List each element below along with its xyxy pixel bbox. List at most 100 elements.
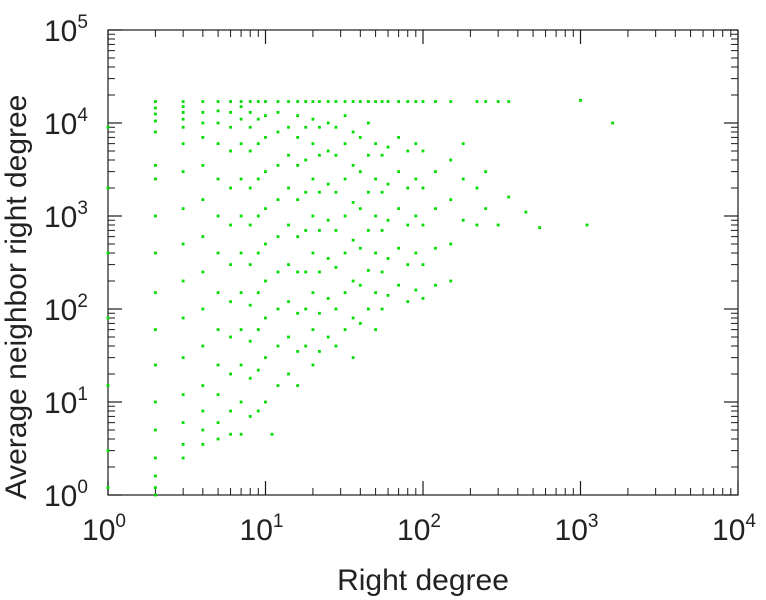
data-point — [358, 207, 362, 211]
data-point — [154, 251, 157, 255]
data-points — [106, 99, 615, 497]
data-point — [421, 100, 425, 103]
data-point — [397, 246, 400, 250]
data-point — [201, 111, 205, 114]
data-point — [106, 125, 110, 129]
data-point — [484, 170, 488, 174]
data-point — [311, 117, 315, 121]
y-tick-exponent: 3 — [77, 198, 88, 219]
data-point — [216, 421, 220, 425]
data-point — [106, 186, 110, 190]
data-point — [296, 100, 300, 103]
data-point — [216, 393, 220, 397]
data-point — [334, 344, 338, 348]
data-point — [475, 223, 479, 227]
data-point — [229, 263, 232, 267]
data-point — [434, 246, 437, 250]
data-point — [256, 117, 260, 121]
data-point — [239, 363, 243, 367]
data-point — [106, 251, 110, 255]
data-point — [239, 177, 243, 181]
data-point — [216, 251, 220, 255]
x-tick-exponent: 2 — [430, 511, 441, 532]
data-point — [216, 214, 220, 218]
data-point — [475, 100, 479, 103]
data-point — [154, 400, 157, 404]
data-point — [334, 307, 338, 311]
data-point — [239, 105, 243, 109]
data-point — [304, 270, 308, 274]
data-point — [351, 316, 355, 320]
data-point — [414, 288, 418, 292]
data-point — [154, 130, 157, 134]
y-tick-label: 102 — [44, 291, 88, 327]
data-point — [229, 125, 232, 129]
data-point — [287, 300, 290, 304]
data-point — [334, 100, 338, 103]
data-point — [181, 316, 185, 320]
data-point — [358, 322, 362, 325]
data-point — [201, 235, 205, 239]
data-point — [434, 170, 437, 174]
data-point — [343, 100, 347, 103]
data-point — [524, 210, 528, 214]
data-point — [239, 328, 243, 332]
data-point — [201, 344, 205, 348]
data-point — [406, 149, 410, 153]
data-point — [358, 170, 362, 174]
data-point — [380, 100, 384, 103]
data-point — [326, 100, 330, 103]
data-point — [304, 344, 308, 348]
data-point — [386, 257, 390, 260]
data-point — [406, 223, 410, 227]
data-point — [304, 125, 308, 129]
data-point — [229, 223, 232, 227]
data-point — [421, 186, 425, 190]
data-point — [421, 297, 425, 300]
data-point — [311, 100, 315, 103]
data-point — [201, 428, 205, 432]
data-point — [374, 142, 377, 146]
data-point — [248, 339, 252, 343]
data-point — [343, 214, 347, 218]
data-point — [181, 393, 185, 397]
x-tick-label: 104 — [712, 511, 756, 547]
data-point — [256, 328, 260, 332]
data-point — [106, 384, 110, 388]
data-point — [374, 100, 377, 103]
data-point — [326, 182, 330, 186]
data-point — [201, 443, 205, 446]
data-point — [386, 145, 390, 149]
data-point — [154, 474, 157, 478]
x-tick-labels: 100 101 102 103 104 — [82, 511, 756, 547]
data-point — [326, 297, 330, 300]
data-point — [304, 307, 308, 311]
data-point — [380, 153, 384, 157]
data-point — [326, 335, 330, 339]
data-point — [296, 350, 300, 353]
x-tick-label: 100 — [82, 511, 126, 547]
data-point — [201, 409, 205, 413]
data-point — [334, 266, 338, 269]
data-point — [229, 432, 232, 436]
data-point — [296, 164, 300, 167]
data-point — [276, 307, 280, 311]
data-point — [374, 328, 377, 332]
data-point — [351, 130, 355, 134]
data-point — [296, 136, 300, 139]
data-point — [276, 344, 280, 348]
data-point — [311, 214, 315, 218]
data-point — [154, 428, 157, 432]
major-ticks — [107, 29, 739, 496]
data-point — [248, 415, 252, 418]
data-point — [449, 100, 453, 103]
data-point — [276, 111, 280, 114]
data-point — [406, 300, 410, 304]
data-point — [374, 177, 377, 181]
data-point — [296, 114, 300, 118]
data-point — [318, 229, 321, 232]
data-point — [154, 214, 157, 218]
data-point — [287, 125, 290, 129]
y-tick-label: 101 — [44, 384, 88, 420]
